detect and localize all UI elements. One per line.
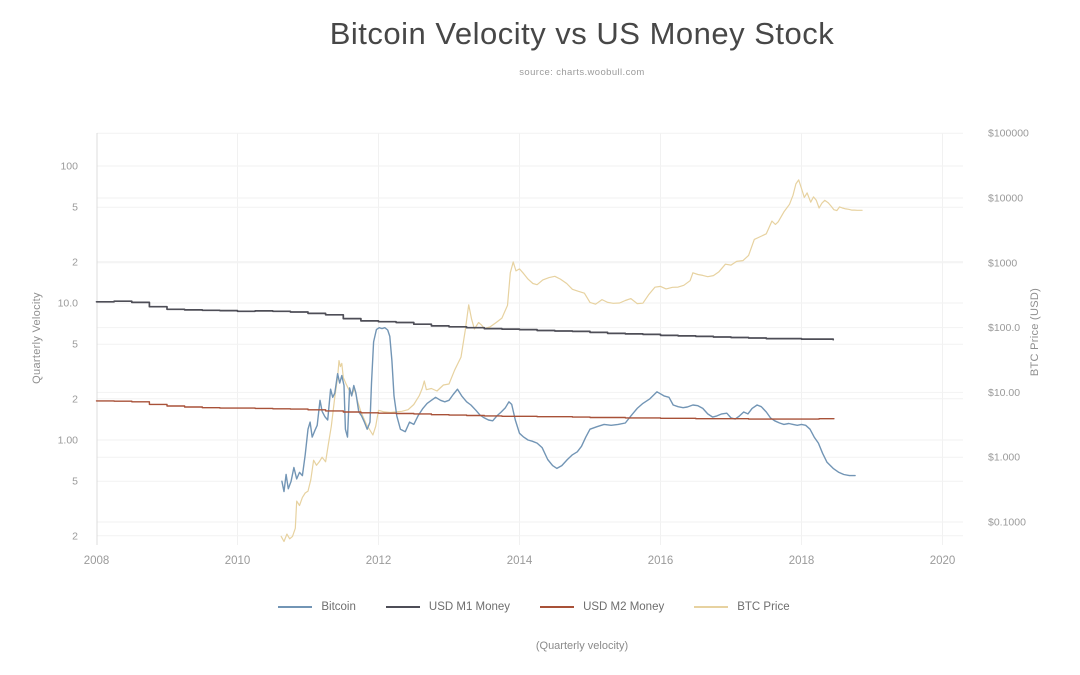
- footer-caption: (Quarterly velocity): [535, 640, 629, 652]
- y-axis-right-title: BTC Price (USD): [1029, 287, 1041, 377]
- y-right-tick-label: $1.000: [988, 452, 1020, 464]
- x-tick-label: 2010: [225, 555, 251, 567]
- series-line-btc-price: [280, 179, 863, 543]
- y-right-tick-label: $100000: [988, 128, 1029, 140]
- y-left-tick-label: 5: [72, 339, 78, 351]
- y-left-tick-label: 2: [72, 530, 78, 542]
- btc-price-line-swatch-icon: [694, 606, 729, 608]
- x-tick-label: 2014: [507, 555, 533, 567]
- legend-item-usd-m2-money[interactable]: USD M2 Money: [540, 601, 664, 613]
- legend-item-bitcoin[interactable]: Bitcoin: [278, 601, 356, 613]
- x-tick-label: 2012: [366, 555, 392, 567]
- series-line-usd-m2-money: [95, 400, 835, 420]
- y-left-tick-label: 100: [60, 161, 78, 173]
- x-tick-label: 2020: [930, 555, 956, 567]
- legend-item-btc-price[interactable]: BTC Price: [694, 601, 790, 613]
- y-axis-left-title: Quarterly Velocity: [31, 292, 43, 384]
- x-tick-label: 2008: [84, 555, 110, 567]
- chart-source-subtitle: source: charts.woobull.com: [519, 67, 645, 78]
- y-left-tick-label: 1.00: [58, 435, 79, 447]
- legend-label-usd-m1-money: USD M1 Money: [428, 601, 511, 613]
- bitcoin-line-swatch-icon: [278, 606, 313, 608]
- y-right-tick-label: $10000: [988, 193, 1023, 205]
- legend-label-btc-price: BTC Price: [737, 601, 790, 613]
- y-left-tick-label: 10.0: [58, 298, 79, 310]
- series-line-usd-m1-money: [95, 300, 835, 341]
- legend-item-usd-m1-money[interactable]: USD M1 Money: [385, 601, 511, 613]
- m1-line-swatch-icon: [385, 606, 420, 608]
- legend-label-bitcoin: Bitcoin: [321, 601, 356, 613]
- x-tick-label: 2016: [648, 555, 674, 567]
- m2-line-swatch-icon: [540, 606, 575, 608]
- legend: Bitcoin USD M1 Money USD M2 Money BTC Pr…: [0, 601, 1074, 613]
- y-left-tick-label: 2: [72, 256, 78, 268]
- y-left-tick-label: 5: [72, 202, 78, 214]
- y-left-tick-label: 2: [72, 393, 78, 405]
- legend-label-usd-m2-money: USD M2 Money: [583, 601, 665, 613]
- series-line-bitcoin: [281, 327, 856, 493]
- y-right-tick-label: $100.0: [988, 322, 1020, 334]
- y-left-tick-label: 5: [72, 476, 78, 488]
- y-right-tick-label: $1000: [988, 257, 1017, 269]
- chart-title: Bitcoin Velocity vs US Money Stock: [329, 16, 835, 51]
- y-right-tick-label: $0.1000: [988, 517, 1026, 529]
- y-right-tick-label: $10.00: [988, 387, 1020, 399]
- x-tick-label: 2018: [789, 555, 815, 567]
